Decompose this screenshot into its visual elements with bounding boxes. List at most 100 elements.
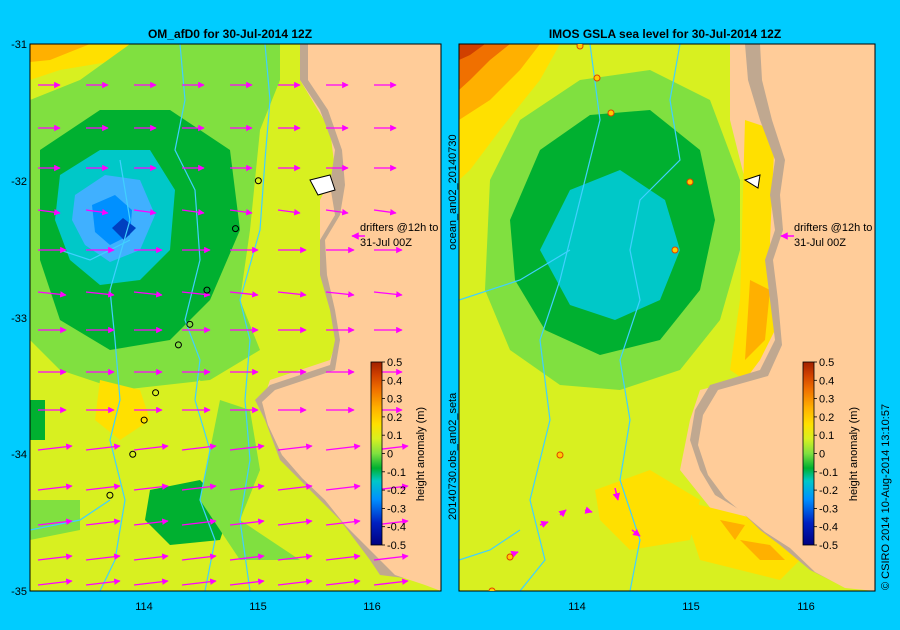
colorbar-tick-label: 0.3: [387, 394, 402, 406]
drifter-arrow: [631, 528, 641, 537]
velocity-arrow: [373, 553, 409, 561]
velocity-arrow: [229, 483, 265, 491]
colorbar-tick-label: 0.2: [819, 412, 834, 424]
drifter-arrow: [612, 487, 621, 501]
velocity-arrow: [325, 208, 349, 216]
x-tick-label: 116: [797, 601, 815, 613]
right-x-axis: 114 115 116: [568, 601, 815, 613]
velocity-arrow: [325, 578, 361, 586]
velocity-arrow: [37, 578, 73, 586]
velocity-arrow: [373, 578, 409, 586]
velocity-arrow: [37, 291, 67, 298]
velocity-arrow: [133, 291, 163, 298]
y-tick-label: -35: [11, 586, 27, 598]
velocity-arrow: [85, 483, 121, 491]
left-colorbar: 0.5 0.4 0.3 0.2 0.1 0 -0.1 -0.2 -0.3 -0.4 -0.5 hei…: [370, 357, 427, 552]
velocity-arrow: [277, 518, 313, 526]
velocity-arrow: [133, 483, 169, 491]
drifter-marker: [576, 44, 584, 50]
left-annotation: drifters @12h to 31-Jul 00Z: [351, 222, 438, 249]
drifter-marker: [106, 491, 114, 499]
left-title: OM_afD0 for 30-Jul-2014 12Z: [148, 27, 312, 41]
colorbar-tick-label: 0.4: [819, 375, 834, 387]
annotation-line1: drifters @12h to: [360, 222, 438, 234]
drifter-marker: [686, 178, 694, 186]
velocity-arrow: [277, 291, 307, 298]
velocity-arrow: [373, 291, 403, 298]
drifter-marker: [232, 225, 239, 233]
velocity-arrow: [85, 518, 121, 526]
velocity-arrow: [229, 553, 265, 561]
drifter-marker: [506, 553, 514, 561]
x-tick-label: 114: [568, 601, 586, 613]
right-colorbar: 0.5 0.4 0.3 0.2 0.1 0 -0.1 -0.2 -0.3 -0.4 -0.5 hei…: [802, 357, 860, 552]
y-tick-label: -34: [11, 449, 27, 461]
colorbar-tick-label: -0.2: [387, 485, 406, 497]
left-plot-frame: [29, 43, 442, 592]
colorbar-tick-label: 0.5: [387, 357, 402, 369]
colorbar-tick-label: -0.5: [819, 540, 838, 552]
velocity-arrow: [181, 208, 205, 216]
velocity-arrow: [133, 578, 169, 586]
drifter-arrow: [539, 520, 549, 528]
colorbar-tick-label: 0: [387, 449, 393, 461]
x-tick-label: 115: [682, 601, 700, 613]
right-annotation: drifters @12h to 31-Jul 00Z: [780, 222, 872, 249]
side-label-file1: 20140730.obs_an02_seta: [447, 392, 459, 520]
velocity-arrow: [181, 291, 211, 298]
left-y-axis: -31 -32 -33 -34 -35: [11, 39, 27, 598]
velocity-arrow: [373, 208, 397, 216]
velocity-arrow: [85, 443, 121, 451]
velocity-arrow: [229, 578, 265, 586]
velocity-arrow: [325, 518, 361, 526]
x-tick-label: 116: [363, 601, 381, 613]
colorbar-tick-label: -0.3: [387, 503, 406, 515]
velocity-arrow: [325, 483, 361, 491]
velocity-arrow: [277, 483, 313, 491]
y-tick-label: -32: [11, 176, 27, 188]
y-tick-label: -33: [11, 313, 27, 325]
velocity-arrow: [181, 553, 217, 561]
drifter-marker: [129, 450, 137, 458]
drifter-marker: [593, 74, 601, 82]
drifter-marker: [186, 320, 194, 328]
velocity-arrow: [181, 518, 217, 526]
velocity-arrow: [277, 208, 301, 216]
velocity-arrow: [37, 553, 73, 561]
drifter-marker: [174, 341, 182, 349]
velocity-arrow: [37, 443, 73, 451]
velocity-arrow: [229, 291, 259, 298]
right-plot-frame: [458, 43, 876, 592]
velocity-arrow: [229, 443, 265, 451]
velocity-arrow: [85, 291, 115, 298]
drifter-arrow: [584, 506, 593, 514]
annotation-line1: drifters @12h to: [794, 222, 872, 234]
copyright-label: © CSIRO 2014 10-Aug-2014 13:10:57: [880, 404, 892, 590]
velocity-arrow: [181, 443, 217, 451]
drifter-marker: [671, 246, 679, 254]
velocity-arrow: [133, 208, 157, 216]
colorbar-label: height anomaly (m): [848, 407, 860, 501]
colorbar-tick-label: -0.4: [387, 522, 406, 534]
colorbar-tick-label: 0.1: [819, 430, 834, 442]
right-title: IMOS GSLA sea level for 30-Jul-2014 12Z: [549, 27, 781, 41]
velocity-arrow: [229, 518, 265, 526]
colorbar-tick-label: -0.1: [387, 467, 406, 479]
left-drifter-markers: [106, 177, 262, 499]
right-map: [459, 44, 875, 591]
drifter-marker: [488, 587, 496, 591]
right-drifter-arrows: [488, 44, 694, 591]
velocity-arrow: [325, 291, 355, 298]
annotation-line2: 31-Jul 00Z: [360, 237, 412, 249]
colorbar-tick-label: 0.2: [387, 412, 402, 424]
x-tick-label: 115: [249, 601, 267, 613]
drifter-marker: [152, 389, 160, 397]
colorbar-tick-label: 0: [819, 449, 825, 461]
velocity-arrow: [37, 208, 61, 216]
left-map: [30, 44, 441, 591]
velocity-arrow: [85, 578, 121, 586]
colorbar-tick-label: -0.4: [819, 522, 838, 534]
colorbar-tick-label: -0.2: [819, 485, 838, 497]
x-tick-label: 114: [135, 601, 153, 613]
